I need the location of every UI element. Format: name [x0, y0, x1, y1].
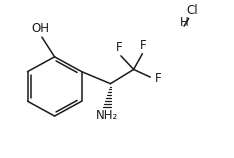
Text: OH: OH: [32, 22, 50, 35]
Text: H: H: [180, 16, 189, 29]
Text: NH₂: NH₂: [96, 109, 118, 122]
Text: F: F: [140, 39, 147, 52]
Text: Cl: Cl: [186, 4, 198, 17]
Text: F: F: [116, 41, 122, 54]
Text: F: F: [155, 72, 161, 85]
